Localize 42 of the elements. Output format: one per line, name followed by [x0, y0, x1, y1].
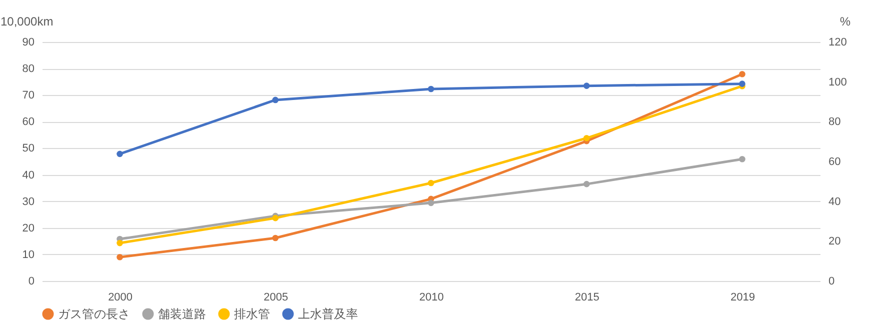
y2-tick-label: 80: [828, 116, 841, 128]
x-tick-label: 2015: [574, 292, 600, 304]
x-tick-label: 2019: [730, 292, 755, 304]
point: [583, 134, 590, 142]
y-tick-label: 50: [22, 142, 34, 155]
y2-tick-label: 40: [828, 196, 841, 208]
y2-axis-title: %: [840, 14, 851, 28]
point: [583, 82, 590, 89]
y2-tick-label: 100: [828, 76, 847, 88]
y-tick-label: 60: [22, 116, 34, 128]
x-tick-label: 2005: [264, 292, 288, 304]
y2-tick-label: 120: [828, 36, 847, 48]
legend-label: ガス管の長さ: [58, 307, 130, 321]
y-axis-title: 10,000km: [0, 14, 54, 28]
y2-tick-label: 0: [828, 276, 835, 288]
y-tick-label: 0: [28, 276, 34, 288]
legend-label: 舗装道路: [158, 307, 206, 321]
point: [428, 180, 434, 186]
y-tick-label: 30: [22, 196, 34, 208]
legend-label: 上水普及率: [298, 307, 358, 321]
point: [116, 240, 123, 246]
point: [428, 200, 434, 206]
point: [739, 156, 746, 162]
x-tick-label: 2010: [419, 292, 444, 304]
point: [116, 150, 123, 158]
y2-tick-label: 20: [828, 236, 841, 248]
y2-tick-label: 60: [828, 156, 841, 168]
y-tick-label: 10: [22, 248, 34, 261]
point: [739, 80, 746, 87]
x-tick-label: 2000: [108, 292, 133, 304]
point: [428, 86, 434, 92]
y-tick-label: 40: [22, 169, 34, 182]
y-tick-label: 70: [22, 90, 34, 102]
y-tick-label: 80: [22, 63, 34, 76]
point: [739, 70, 746, 78]
point: [272, 234, 279, 242]
point: [583, 180, 590, 188]
point: [272, 96, 279, 104]
y-tick-label: 90: [22, 36, 34, 48]
point: [116, 254, 123, 260]
y-tick-label: 20: [22, 222, 34, 234]
legend-label: 排水管: [234, 307, 270, 321]
